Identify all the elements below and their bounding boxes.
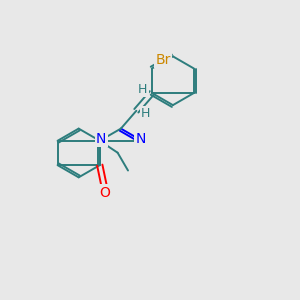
Text: O: O — [99, 185, 110, 200]
Text: N: N — [96, 132, 106, 146]
Text: N: N — [135, 132, 146, 146]
Text: Br: Br — [155, 53, 171, 67]
Text: H: H — [141, 107, 150, 120]
Text: H: H — [138, 83, 148, 96]
